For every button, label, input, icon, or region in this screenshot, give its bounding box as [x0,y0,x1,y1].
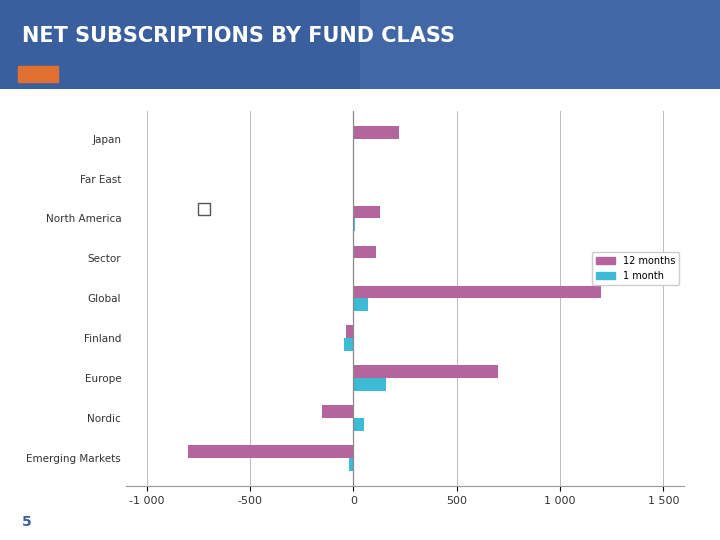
Bar [198,204,210,215]
Bar [323,406,354,418]
Text: 5: 5 [22,516,32,530]
Bar [354,378,387,391]
Bar [354,366,498,378]
Bar [349,458,354,471]
Bar [354,298,368,311]
Text: NET SUBSCRIPTIONS BY FUND CLASS: NET SUBSCRIPTIONS BY FUND CLASS [22,25,454,46]
Bar [18,66,58,82]
Bar [360,0,720,89]
Legend: 12 months, 1 month: 12 months, 1 month [592,252,679,285]
Bar [344,338,354,351]
Bar [188,446,354,458]
Bar [354,219,356,231]
Bar [346,326,354,338]
Bar [354,286,601,298]
Bar [354,126,399,139]
Bar [354,246,376,259]
Bar [354,418,364,431]
Bar [354,206,380,219]
